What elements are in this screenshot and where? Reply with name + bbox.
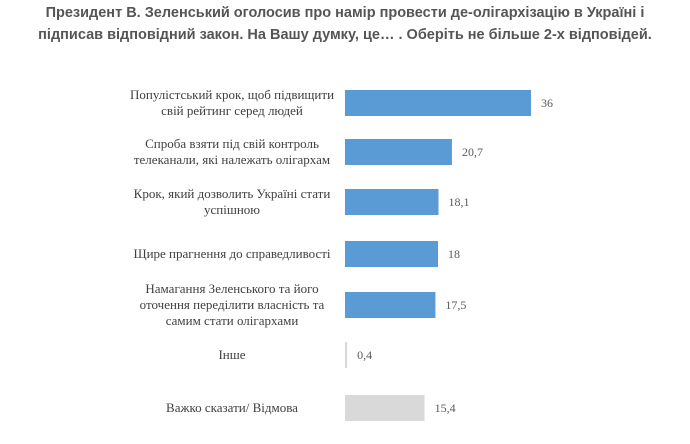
bar (345, 241, 438, 267)
value-label: 36 (541, 96, 553, 110)
value-label: 15,4 (435, 401, 456, 415)
value-label: 20,7 (462, 145, 483, 159)
category-label: Крок, який дозволить Україні стати успішн… (134, 186, 331, 217)
value-label: 18 (448, 247, 460, 261)
category-label: Щире прагнення до справедливості (133, 246, 330, 261)
category-label: Спроба взяти під свій контроль телеканали… (134, 136, 330, 167)
category-label: Інше (218, 347, 245, 362)
bar (345, 342, 348, 368)
bar (345, 292, 436, 318)
category-label: Важко сказати/ Відмова (166, 400, 298, 415)
bar (345, 189, 439, 215)
chart-title: Президент В. Зеленський оголосив про нам… (38, 5, 652, 43)
value-label: 18,1 (449, 195, 470, 209)
value-label: 0,4 (357, 348, 372, 362)
category-label: Намагання Зеленського та його оточення пе… (140, 281, 325, 328)
category-label: Популістський крок, щоб підвищити свій ре… (130, 87, 334, 118)
value-label: 17,5 (445, 298, 466, 312)
bar (345, 139, 452, 165)
bar (345, 90, 531, 116)
bar (345, 395, 425, 421)
